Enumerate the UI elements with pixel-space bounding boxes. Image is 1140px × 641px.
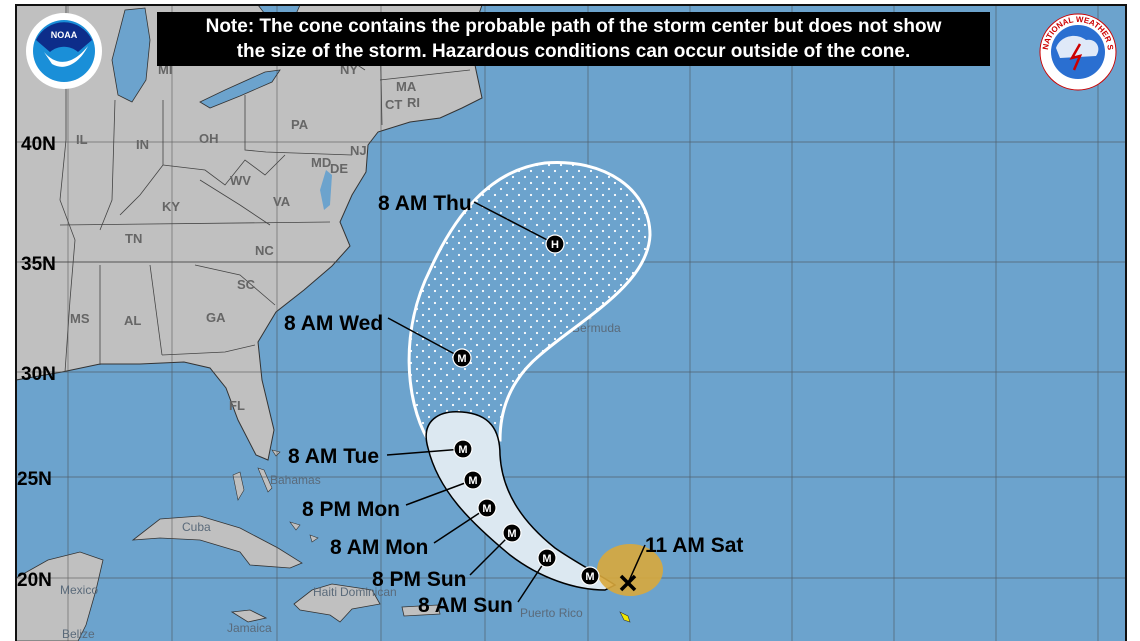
svg-text:H: H	[551, 239, 559, 251]
state-label: AL	[124, 313, 141, 328]
lat-lon-grid	[16, 5, 1126, 641]
time-label: 8 AM Tue	[288, 445, 379, 468]
noaa-logo: NOAA	[26, 13, 102, 89]
place-label: Mexico	[60, 583, 98, 597]
state-labels: MI NY MA CT RI PA IL IN OH NJ MD DE WV V…	[70, 62, 420, 413]
marker-8am-wed: M	[452, 348, 472, 368]
marker-8am-sun: M	[537, 548, 557, 568]
place-label: Bermuda	[572, 321, 621, 335]
forecast-markers: H M M M M M M M	[452, 234, 637, 592]
time-label: 8 AM Sun	[418, 594, 513, 617]
state-label: GA	[206, 310, 226, 325]
leader-lines	[386, 201, 646, 603]
yucatan	[15, 551, 104, 641]
place-labels: Bermuda Bahamas Cuba Mexico Belize Jamai…	[60, 321, 621, 641]
place-label: Belize	[62, 627, 95, 641]
svg-text:M: M	[458, 444, 467, 456]
marker-8am-tue: M	[453, 439, 473, 459]
state-label: RI	[407, 95, 420, 110]
latitude-labels: 40N 35N 30N 25N 20N	[17, 134, 56, 591]
lake-michigan	[111, 7, 151, 103]
state-label: VA	[273, 194, 291, 209]
chesapeake-bay	[320, 170, 332, 210]
lat-label: 25N	[17, 469, 52, 490]
us-east-land	[15, 4, 483, 461]
place-label: Haiti	[313, 585, 337, 599]
place-label: Puerto Rico	[520, 606, 583, 620]
place-label: Jamaica	[227, 621, 272, 635]
state-label: IL	[76, 132, 88, 147]
svg-text:M: M	[542, 553, 551, 565]
lat-label: 30N	[21, 364, 56, 385]
time-label: 8 PM Mon	[302, 498, 400, 521]
state-label: KY	[162, 199, 180, 214]
svg-text:NOAA: NOAA	[51, 30, 78, 40]
svg-text:M: M	[482, 503, 491, 515]
svg-text:M: M	[585, 571, 594, 583]
puerto-rico	[401, 604, 441, 617]
state-label: NJ	[350, 143, 367, 158]
lat-label: 20N	[17, 570, 52, 591]
lake-erie	[199, 69, 281, 109]
state-label: CT	[385, 97, 402, 112]
state-label: SC	[237, 277, 256, 292]
marker-8am-thu: H	[545, 234, 565, 254]
jamaica	[230, 609, 268, 623]
state-label: OH	[199, 131, 219, 146]
time-label: 11 AM Sat	[645, 534, 743, 557]
time-label: 8 AM Wed	[284, 312, 383, 335]
place-label: Dominican	[340, 585, 397, 599]
map-frame	[15, 4, 1127, 641]
lat-label: 35N	[21, 254, 56, 275]
state-label: TN	[125, 231, 142, 246]
state-label: FL	[229, 398, 245, 413]
place-label: Cuba	[182, 520, 211, 534]
lat-label: 40N	[21, 134, 56, 155]
cuba	[131, 515, 303, 569]
note-line-2: the size of the storm. Hazardous conditi…	[236, 41, 911, 62]
current-position-x-icon	[619, 574, 637, 592]
hispaniola	[293, 583, 381, 623]
state-label: WV	[230, 173, 251, 188]
state-label: MS	[70, 311, 90, 326]
forecast-cone-days-1-3	[425, 411, 617, 591]
time-label: 8 PM Sun	[372, 568, 467, 591]
svg-text:M: M	[468, 475, 477, 487]
marker-8pm-mon: M	[463, 470, 483, 490]
tropical-storm-watch-area	[619, 611, 631, 623]
time-label: 8 AM Mon	[330, 536, 428, 559]
forecast-time-labels: 8 AM Thu 8 AM Wed 8 AM Tue 8 PM Mon 8 AM…	[284, 192, 743, 617]
state-label: IN	[136, 137, 149, 152]
time-label: 8 AM Thu	[378, 192, 472, 215]
state-label: NC	[255, 243, 274, 258]
state-label: MD	[311, 155, 331, 170]
svg-text:M: M	[457, 353, 466, 365]
cone-disclaimer-note: Note: The cone contains the probable pat…	[157, 12, 990, 66]
svg-text:M: M	[507, 528, 516, 540]
note-line-1: Note: The cone contains the probable pat…	[205, 16, 942, 37]
marker-interim: M	[580, 566, 600, 586]
state-label: DE	[330, 161, 348, 176]
marker-8pm-sun: M	[502, 523, 522, 543]
bahamas	[232, 449, 319, 543]
state-label: MA	[396, 79, 417, 94]
current-wind-field	[597, 544, 663, 596]
state-label: PA	[291, 117, 309, 132]
forecast-cone-days-4-5	[407, 160, 652, 442]
place-label: Bahamas	[270, 473, 321, 487]
marker-8am-mon: M	[477, 498, 497, 518]
